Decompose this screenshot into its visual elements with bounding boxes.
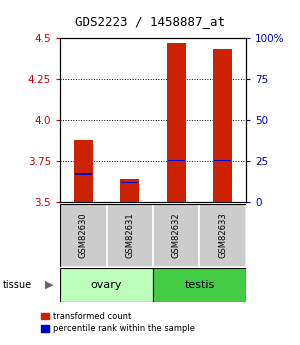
Text: GDS2223 / 1458887_at: GDS2223 / 1458887_at	[75, 16, 225, 29]
Bar	[106, 204, 153, 267]
Legend: transformed count, percentile rank within the sample: transformed count, percentile rank withi…	[40, 311, 196, 334]
Bar	[167, 43, 185, 202]
Text: ovary: ovary	[91, 280, 122, 290]
Text: tissue: tissue	[3, 280, 32, 290]
Bar	[120, 179, 139, 202]
Text: GSM82632: GSM82632	[172, 213, 181, 258]
Bar	[213, 49, 232, 202]
Bar	[60, 204, 106, 267]
Text: ▶: ▶	[45, 280, 54, 290]
Bar	[60, 268, 153, 302]
Text: testis: testis	[184, 280, 214, 290]
Bar	[168, 160, 184, 161]
Text: GSM82633: GSM82633	[218, 213, 227, 258]
Bar	[153, 268, 246, 302]
Bar	[74, 140, 92, 202]
Bar	[200, 204, 246, 267]
Text: GSM82630: GSM82630	[79, 213, 88, 258]
Bar	[75, 174, 92, 175]
Bar	[214, 160, 231, 161]
Text: GSM82631: GSM82631	[125, 213, 134, 258]
Bar	[122, 182, 138, 183]
Bar	[153, 204, 200, 267]
